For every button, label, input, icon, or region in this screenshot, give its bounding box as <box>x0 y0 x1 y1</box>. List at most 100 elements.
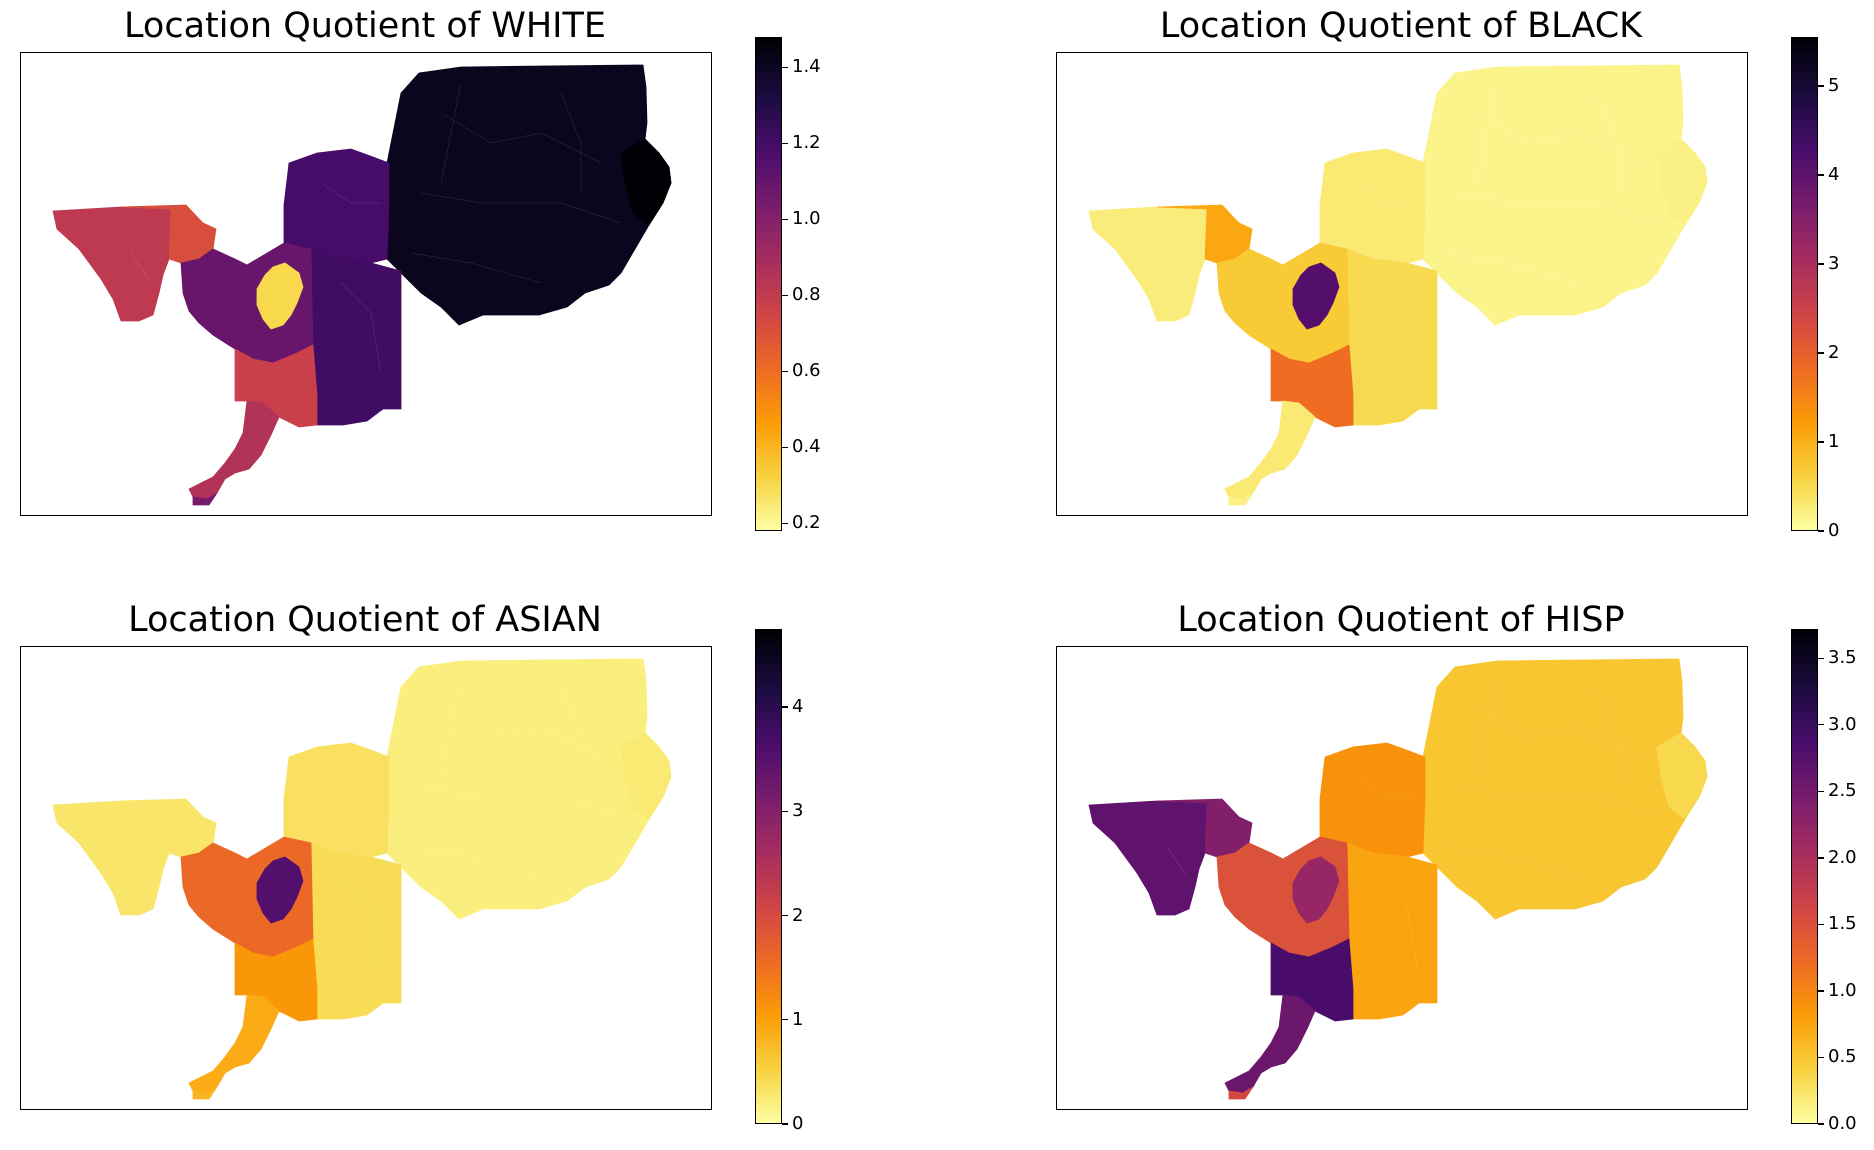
tract-boundary <box>1596 686 1618 787</box>
colorbar-tick-mark <box>782 218 788 221</box>
tract-boundary <box>1476 706 1638 758</box>
colorbar <box>1791 37 1818 531</box>
colorbar-tick-mark <box>782 914 788 917</box>
colorbar-tick-label: 0 <box>1828 520 1840 541</box>
colorbar-tick-label: 1.0 <box>792 208 821 230</box>
colorbar-tick-label: 3 <box>792 800 804 822</box>
tract-boundary <box>440 676 462 778</box>
tract-region-urban <box>256 262 304 330</box>
tract-region-tip <box>1228 1086 1254 1100</box>
tract-region-centre-n <box>283 742 390 858</box>
tract-boundary <box>1476 82 1498 184</box>
tract-boundary <box>320 776 381 798</box>
tract-boundary <box>1476 112 1638 164</box>
colorbar-tick-mark <box>1818 923 1824 926</box>
colorbar-tick-label: 2.5 <box>1828 780 1857 802</box>
tract-region-urban <box>256 856 304 924</box>
choropleth-map <box>52 64 672 506</box>
colorbar-tick-mark <box>1818 657 1824 659</box>
colorbar-tick-label: 1.4 <box>792 56 821 78</box>
tract-region-centre-n <box>283 148 390 264</box>
tract-region-east-edge <box>1656 732 1708 820</box>
choropleth-map <box>1088 64 1708 506</box>
colorbar-tick-mark <box>782 142 788 145</box>
colorbar-tick-label: 0.5 <box>1828 1046 1857 1068</box>
colorbar-tick-label: 3.0 <box>1828 713 1857 735</box>
choropleth-map <box>52 658 672 1100</box>
colorbar <box>755 629 782 1124</box>
colorbar-tick-mark <box>1818 990 1824 992</box>
tract-region-east-edge <box>620 138 672 226</box>
tract-boundary <box>130 846 152 878</box>
tract-region-urban <box>1292 856 1340 924</box>
tract-boundary <box>1456 786 1658 818</box>
colorbar-tick-label: 0.8 <box>792 284 821 306</box>
colorbar-tick-mark <box>1818 790 1824 793</box>
map-frame <box>20 646 712 1110</box>
tract-region-east-edge <box>1656 138 1708 226</box>
colorbar-tick-mark <box>782 810 788 813</box>
colorbar-tick-label: 1 <box>1828 430 1840 452</box>
tract-boundary <box>410 252 542 284</box>
colorbar-tick-mark <box>782 370 788 373</box>
panel-title: Location Quotient of HISP <box>1177 600 1625 640</box>
colorbar-tick-mark <box>1818 85 1824 87</box>
colorbar <box>1791 629 1818 1124</box>
tract-boundary <box>1376 876 1418 968</box>
colorbar-tick-label: 2 <box>1828 341 1840 363</box>
tract-boundary <box>1446 252 1578 284</box>
tract-boundary <box>1446 846 1578 878</box>
tract-boundary <box>420 786 622 818</box>
colorbar-tick-mark <box>1818 441 1824 443</box>
colorbar-tick-mark <box>1818 1056 1824 1059</box>
colorbar-tick-label: 1 <box>792 1008 804 1030</box>
colorbar-tick-label: 1.0 <box>1828 979 1857 1001</box>
tract-boundary <box>1456 192 1658 224</box>
colorbar-tick-mark <box>782 706 788 708</box>
tract-boundary <box>1356 776 1417 798</box>
tract-boundary <box>1166 846 1188 878</box>
colorbar-tick-mark <box>782 1019 788 1021</box>
colorbar-tick-mark <box>782 1123 788 1125</box>
tract-region-west <box>1088 206 1208 322</box>
tract-boundary <box>560 686 582 787</box>
tract-region-centre-n <box>1319 148 1426 264</box>
colorbar <box>755 37 782 531</box>
colorbar-tick-mark <box>782 522 788 525</box>
colorbar-tick-label: 0.4 <box>792 436 821 458</box>
colorbar-tick-mark <box>1818 724 1824 726</box>
colorbar-tick-mark <box>1818 352 1824 354</box>
colorbar-tick-label: 4 <box>1828 163 1840 185</box>
tract-boundary <box>1596 92 1618 193</box>
colorbar-tick-mark <box>782 446 788 449</box>
colorbar-tick-mark <box>1818 1123 1824 1125</box>
colorbar-tick-mark <box>1818 530 1824 532</box>
colorbar-tick-label: 0 <box>792 1113 804 1134</box>
colorbar-tick-label: 3 <box>1828 252 1840 274</box>
colorbar-tick-label: 0.2 <box>792 512 821 534</box>
tract-region-centre-s <box>1346 842 1438 1020</box>
tract-region-west <box>52 206 172 322</box>
colorbar-tick-mark <box>782 66 788 69</box>
choropleth-map <box>1088 658 1708 1100</box>
tract-region-centre-s <box>1346 248 1438 426</box>
tract-region-centre-s <box>310 842 402 1020</box>
tract-boundary <box>340 876 382 968</box>
tract-boundary <box>1356 182 1417 204</box>
colorbar-tick-label: 2.0 <box>1828 846 1857 868</box>
tract-boundary <box>1476 676 1498 778</box>
tract-region-tip <box>1228 492 1254 506</box>
colorbar-tick-mark <box>782 294 788 297</box>
colorbar-tick-label: 5 <box>1828 74 1840 96</box>
colorbar-tick-label: 2 <box>792 904 804 926</box>
tract-boundary <box>130 252 152 284</box>
colorbar-tick-mark <box>1818 857 1824 859</box>
tract-region-urban <box>1292 262 1340 330</box>
map-frame <box>20 52 712 516</box>
tract-boundary <box>340 282 382 374</box>
tract-region-east-edge <box>620 732 672 820</box>
tract-boundary <box>420 192 622 224</box>
tract-boundary <box>410 846 542 878</box>
tract-region-centre-s <box>310 248 402 426</box>
tract-boundary <box>1376 282 1418 374</box>
